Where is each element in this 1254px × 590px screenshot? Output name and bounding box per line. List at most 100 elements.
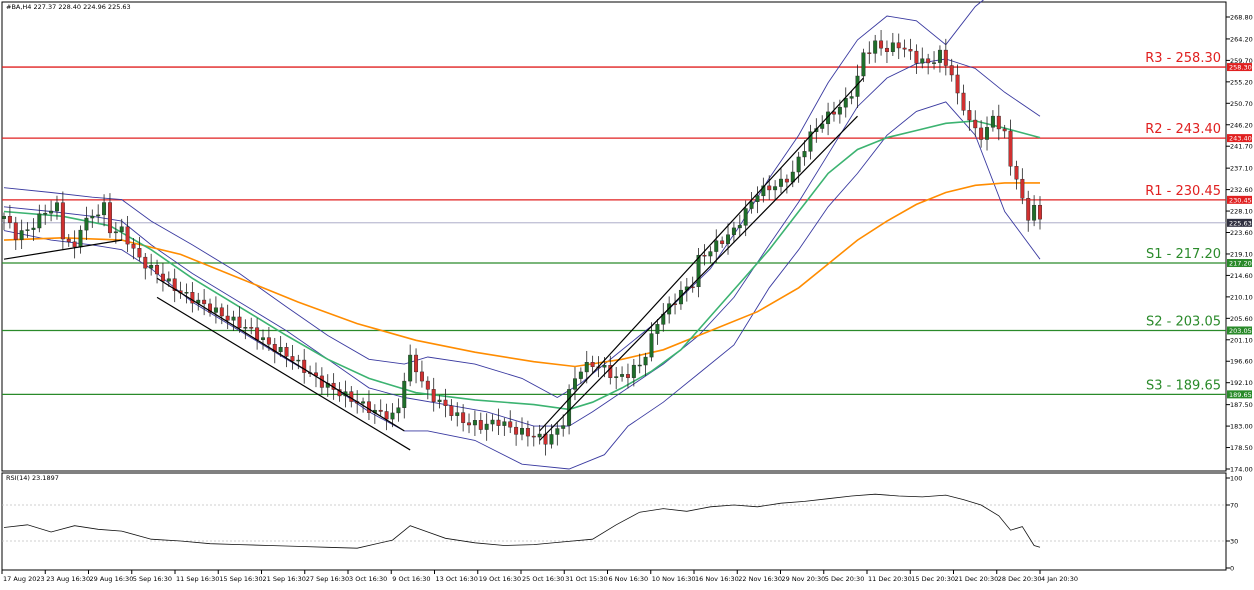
candle-up [296,359,301,362]
candle-down [302,359,307,373]
candle-up [849,96,854,99]
candle-down [272,344,277,353]
candle-down [926,58,931,64]
time-tick-label: 10 Nov 16:30 [652,575,696,583]
candle-up [166,278,171,282]
candle-up [714,240,719,252]
candle-down [131,243,136,249]
candle-up [149,265,154,269]
rsi-pane: 100 70 30 0 [2,475,1242,573]
candle-up [49,210,54,214]
candle-down [914,50,919,64]
time-tick-label: 11 Sep 16:30 [176,575,219,583]
candle-down [208,303,212,313]
price-tick-label: 223.60 [1230,229,1253,237]
candle-up [737,225,742,229]
rsi-label: RSI(14) 23.1897 [6,474,59,482]
indicator-ma-orange [3,182,1040,368]
price-tick-label: 228.10 [1230,208,1253,216]
candle-up [484,423,489,430]
time-tick-label: 17 Aug 2023 [3,575,45,583]
candle-up [472,420,477,426]
candle-up [990,115,995,128]
candle-up [937,49,942,63]
candle-up [402,380,407,408]
candle-up [843,98,848,108]
price-tick-label: 174.00 [1230,466,1253,474]
rsi-pane-frame [1,472,1227,571]
price-tick-label: 196.60 [1230,358,1253,366]
price-tick-label: 219.10 [1230,250,1253,258]
level-tag-189.65: 189.65 [1229,391,1252,399]
level-tag-203.05: 203.05 [1229,327,1252,335]
candle-down [979,127,984,140]
level-tag-bg-203.05 [1227,326,1252,335]
candle-up [602,365,607,368]
candle-up [726,234,730,244]
candle-down [867,52,872,54]
candle-up [708,251,713,257]
level-label-217.20: S1 - 217.20 [1146,247,1221,262]
candle-up [502,421,507,426]
candle-down [467,422,471,426]
rsi-series-line [3,493,1041,549]
candle-down [225,315,230,321]
candle-up [561,425,566,429]
candle-up [578,371,583,379]
price-tick-label: 210.10 [1230,293,1253,301]
candle-up [396,407,401,414]
candle-down [1008,130,1013,167]
candle-down [425,380,430,390]
candle-down [514,426,519,435]
candle-up [25,229,30,231]
candle-down [884,47,889,52]
candle-up [231,316,236,321]
candle-down [973,119,978,129]
candle-up [278,347,283,353]
candle-up [455,412,460,416]
level-label-243.40: R2 - 243.40 [1145,122,1221,137]
candle-up [567,389,572,426]
candle-down [155,265,160,275]
candle-up [243,327,248,329]
candle-up [649,333,654,358]
price-tick-label: 268.80 [1230,14,1253,22]
candle-down [290,356,295,362]
candle-down [431,389,436,402]
candle-up [820,123,825,129]
candle-down [72,241,77,248]
candle-up [119,226,124,232]
candle-up [808,131,813,152]
candle-down [896,42,901,49]
time-tick-label: 16 Nov 16:30 [695,575,739,583]
candle-down [879,40,884,49]
candle-down [378,409,383,412]
candle-down [255,327,260,340]
rsi-tick-label: 0 [1230,565,1234,573]
rsi-tick-label: 70 [1230,502,1238,510]
candle-up [408,354,413,382]
candle-down [143,256,148,269]
candle-down [443,399,448,406]
candle-down [249,327,254,329]
candle-up [573,378,577,390]
level-tag-217.20: 217.20 [1229,260,1252,268]
indicator-bb-middle [3,58,1041,427]
up-channel-lower [539,115,858,441]
candle-down [337,389,342,397]
candle-up [873,40,878,54]
candle-down [690,286,695,289]
time-tick-label: 21 Sep 16:30 [263,575,306,583]
candle-up [261,337,265,340]
candle-down [996,115,1001,130]
candle-down [414,354,419,373]
candle-up [773,186,778,191]
main-pane-frame [1,1,1227,472]
candle-up [37,213,42,229]
candle-up [1032,204,1037,221]
candle-down [284,347,289,357]
candle-down [967,110,972,121]
candle-up [490,419,495,425]
candle-up [437,399,442,402]
